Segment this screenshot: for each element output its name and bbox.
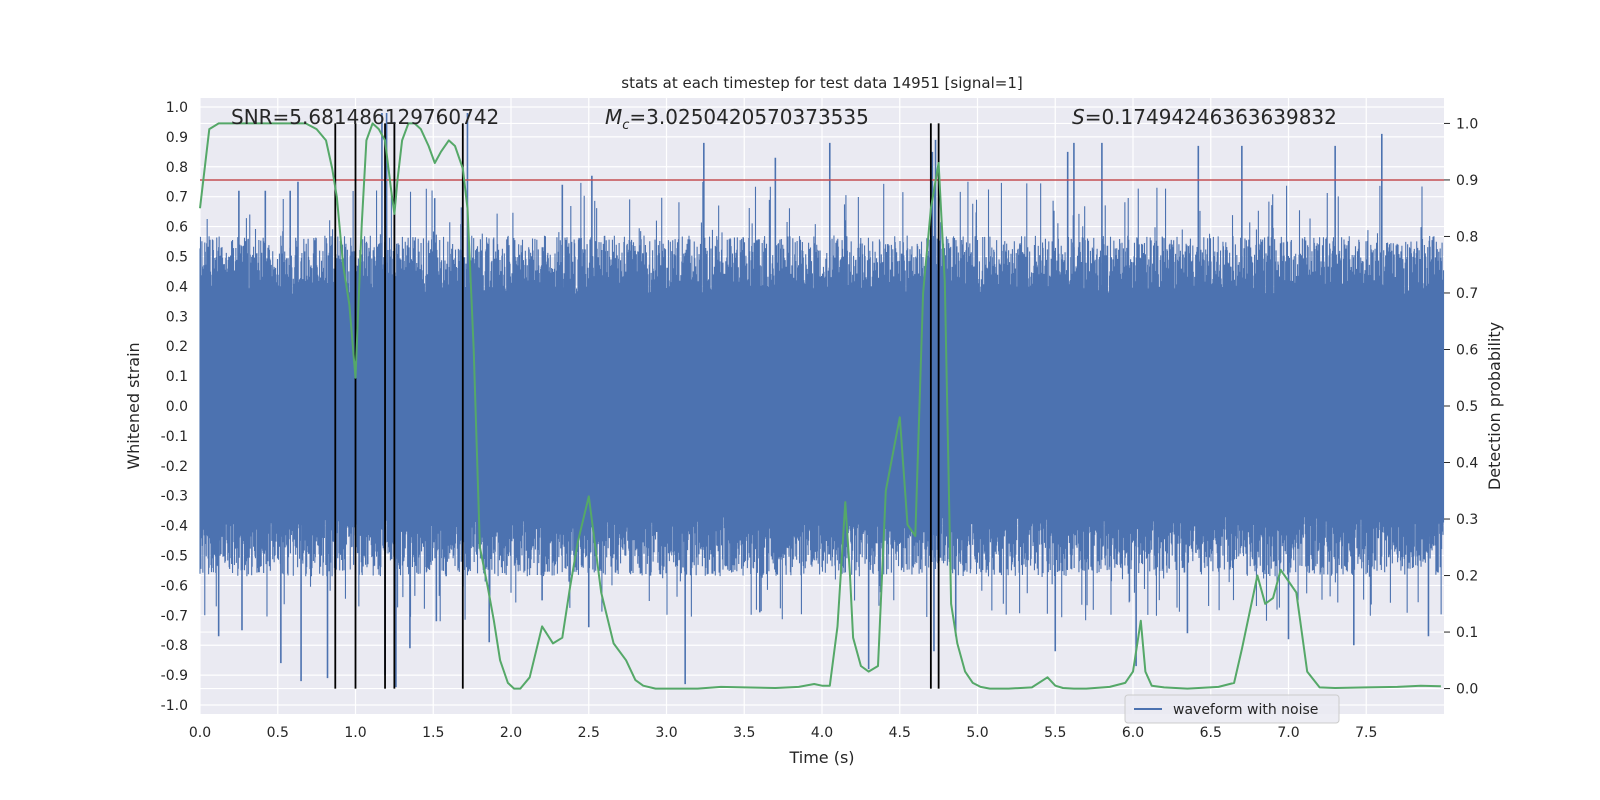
x-axis-label: Time (s) (788, 748, 854, 767)
y-right-tick-label: 0.8 (1456, 229, 1478, 245)
snr-annotation: SNR=5.681486129760742 (231, 105, 499, 129)
x-tick-label: 6.0 (1122, 725, 1144, 741)
y-left-tick-label: -0.8 (161, 638, 188, 654)
mc-subscript: c (622, 118, 629, 133)
y-left-tick-label: -0.6 (161, 578, 188, 594)
y-left-tick-label: 0.2 (166, 339, 188, 355)
y-left-tick-label: -0.3 (161, 489, 188, 505)
y-left-tick-label: 0.4 (166, 279, 188, 295)
y-left-tick-label: 0.3 (166, 309, 188, 325)
x-tick-label: 6.5 (1200, 725, 1222, 741)
y-left-tick-label: -0.1 (161, 429, 188, 445)
y-right-tick-label: 0.5 (1456, 399, 1478, 415)
y-left-tick-label: 0.7 (166, 190, 188, 206)
y-left-tick-label: -0.7 (161, 608, 188, 624)
y-left-tick-label: 0.6 (166, 220, 188, 236)
chart-title: stats at each timestep for test data 149… (621, 74, 1022, 92)
legend-box (1124, 694, 1340, 724)
x-tick-label: 3.5 (733, 725, 755, 741)
x-tick-label: 7.5 (1355, 725, 1377, 741)
legend: waveform with noise (1124, 694, 1340, 724)
y-left-tick-label: -0.9 (161, 668, 188, 684)
x-tick-label: 3.0 (655, 725, 677, 741)
y-right-tick-label: 0.6 (1456, 342, 1478, 358)
y-left-tick-label: 0.5 (166, 249, 188, 265)
x-tick-label: 1.0 (344, 725, 366, 741)
y-right-tick-label: 0.2 (1456, 569, 1478, 585)
x-tick-label: 5.0 (966, 725, 988, 741)
y-right-tick-label: 0.0 (1456, 682, 1478, 698)
y-left-tick-label: -0.4 (161, 519, 188, 535)
y-right-tick-label: 0.4 (1456, 456, 1478, 472)
x-tick-label: 5.5 (1044, 725, 1066, 741)
right-y-axis-ticks: 1.0 0.9 0.8 0.7 0.6 0.5 0.4 0.3 0.2 0.1 0.0 (1444, 116, 1478, 698)
x-tick-label: 4.0 (811, 725, 833, 741)
left-y-axis-label: Whitened strain (124, 342, 143, 469)
x-tick-label: 7.0 (1277, 725, 1299, 741)
y-right-tick-label: 0.1 (1456, 625, 1478, 641)
s-annotation: S=0.17494246363639832 (1072, 105, 1337, 129)
y-left-tick-label: 0.0 (166, 399, 188, 415)
legend-entry-waveform: waveform with noise (1173, 702, 1318, 718)
y-left-tick-label: 1.0 (166, 100, 188, 116)
right-y-axis-label: Detection probability (1485, 322, 1504, 490)
y-right-tick-label: 1.0 (1456, 116, 1478, 132)
x-tick-label: 4.5 (889, 725, 911, 741)
x-axis-ticks: 0.0 0.5 1.0 1.5 2.0 2.5 3.0 3.5 4.0 4.5 5.0 5.5 6.0 6… (189, 725, 1378, 741)
s-value: =0.17494246363639832 (1085, 105, 1337, 129)
mc-symbol: M (605, 105, 622, 129)
y-right-tick-label: 0.9 (1456, 173, 1478, 189)
x-tick-label: 0.5 (267, 725, 289, 741)
detection-probability-line (199, 122, 1441, 690)
y-left-tick-label: -0.2 (161, 459, 188, 475)
y-left-tick-label: 0.8 (166, 160, 188, 176)
x-tick-label: 2.5 (578, 725, 600, 741)
chirp-mass-annotation: Mc=3.0250420570373535 (605, 105, 869, 133)
mc-value: =3.0250420570373535 (629, 105, 868, 129)
x-tick-label: 0.0 (189, 725, 211, 741)
x-tick-label: 1.5 (422, 725, 444, 741)
y-left-tick-label: 0.9 (166, 130, 188, 146)
s-symbol: S (1072, 105, 1085, 129)
y-left-tick-label: -0.5 (161, 549, 188, 565)
y-right-tick-label: 0.7 (1456, 286, 1478, 302)
y-right-tick-label: 0.3 (1456, 512, 1478, 528)
left-y-axis-ticks: 1.0 0.9 0.8 0.7 0.6 0.5 0.4 0.3 0.2 0.1 0.0 -0.1 -0.… (161, 100, 188, 714)
x-tick-label: 2.0 (500, 725, 522, 741)
y-left-tick-label: -1.0 (161, 698, 188, 714)
y-left-tick-label: 0.1 (166, 369, 188, 385)
